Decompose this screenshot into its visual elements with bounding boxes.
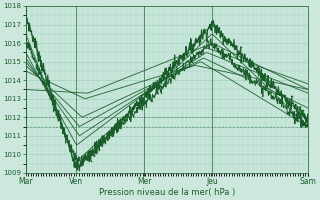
X-axis label: Pression niveau de la mer( hPa ): Pression niveau de la mer( hPa ) — [99, 188, 235, 197]
